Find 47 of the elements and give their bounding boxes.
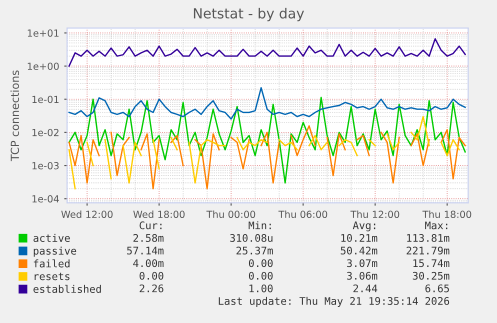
text: 2.44 bbox=[353, 284, 378, 292]
legend-label: active bbox=[34, 234, 70, 242]
text: 3.07m bbox=[347, 259, 378, 268]
line-series bbox=[68, 87, 466, 120]
y-tick-label: 1e-01 bbox=[32, 96, 59, 104]
text: 25.37m bbox=[236, 246, 273, 255]
y-tick-label: 1e+01 bbox=[28, 29, 59, 37]
text: Min: bbox=[248, 221, 271, 230]
y-tick-label: 1e-02 bbox=[32, 128, 58, 136]
text: 113.81m bbox=[407, 234, 450, 242]
text: 10.21m bbox=[341, 234, 378, 242]
text: 1.00 bbox=[250, 284, 273, 292]
x-tick-label: Thu 18:00 bbox=[422, 210, 472, 218]
x-tick-label: Thu 12:00 bbox=[350, 210, 400, 218]
y-tick-label: 1e+00 bbox=[28, 62, 59, 70]
text: 310.08u bbox=[230, 234, 272, 242]
x-tick-label: Thu 00:00 bbox=[206, 210, 256, 218]
text: 50.42m bbox=[340, 246, 378, 255]
chart-title: Netstat - by day bbox=[194, 8, 304, 22]
text: 2.58m bbox=[133, 234, 164, 242]
text: 2.26 bbox=[140, 284, 164, 292]
text: Cur: bbox=[140, 221, 162, 230]
text: 0.00 bbox=[140, 272, 164, 280]
x-tick-label: Wed 18:00 bbox=[133, 210, 185, 218]
text: 15.74m bbox=[413, 259, 450, 268]
text: 30.25m bbox=[412, 272, 450, 280]
text: 3.06m bbox=[347, 272, 378, 280]
y-tick-label: 1e-04 bbox=[32, 195, 59, 203]
text: 0.00 bbox=[248, 272, 273, 280]
text: Last update: Thu May 21 19:35:14 2026 bbox=[218, 296, 450, 307]
text: 6.65 bbox=[425, 284, 449, 292]
text: Avg: bbox=[352, 221, 376, 232]
line-series bbox=[68, 38, 466, 67]
text: 4.00m bbox=[133, 259, 164, 268]
text: 221.79m bbox=[406, 246, 450, 255]
x-tick-label: Wed 12:00 bbox=[61, 210, 113, 218]
line-series bbox=[68, 96, 466, 184]
legend-label: failed bbox=[34, 259, 70, 268]
text: Max: bbox=[425, 222, 448, 230]
legend-label: passive bbox=[34, 246, 76, 257]
y-axis-title: TCP connections bbox=[10, 70, 20, 162]
text: 57.14m bbox=[127, 246, 164, 255]
text: 0.00 bbox=[248, 259, 273, 268]
x-tick-label: Thu 06:00 bbox=[278, 210, 328, 218]
y-tick-label: 1e-03 bbox=[32, 162, 59, 170]
legend-label: resets bbox=[34, 272, 70, 280]
legend-label: established bbox=[33, 284, 101, 293]
